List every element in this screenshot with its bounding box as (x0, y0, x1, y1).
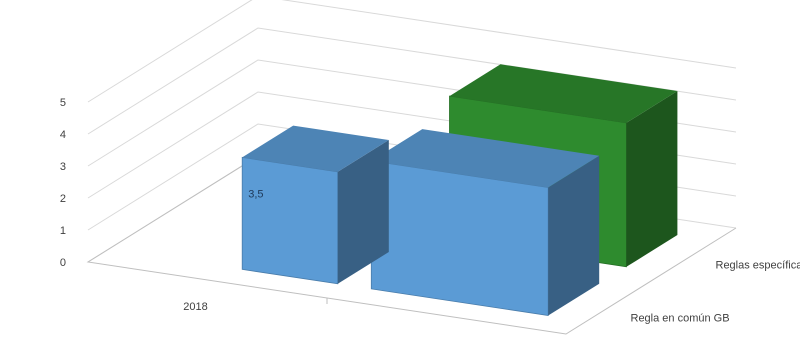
bar-data-label: 3,5 (248, 188, 263, 200)
bar-front-face (241, 156, 339, 285)
bar-front-face (370, 160, 549, 316)
y-tick-label: 5 (60, 97, 66, 109)
y-tick-label: 1 (60, 225, 66, 237)
gridline (87, 0, 737, 103)
y-tick-label: 0 (60, 257, 66, 269)
y-tick-label: 2 (60, 193, 66, 205)
bar-top-face (242, 125, 389, 172)
y-tick-label: 3 (60, 161, 66, 173)
bar-top-face (449, 64, 678, 123)
x-axis-categories: 20182019 (183, 301, 207, 313)
y-tick-label: 4 (60, 129, 66, 141)
bar: 4 (370, 129, 600, 316)
series-label: Reglas específicas GB (716, 260, 800, 272)
series-axis-labels: Regla en común GB Reglas específicas GB (631, 260, 800, 325)
bar-side-face (337, 140, 389, 284)
y-axis-ticks: 0 1 2 3 4 5 (60, 97, 66, 269)
series-label: Regla en común GB (631, 313, 730, 325)
bar-top-face (371, 129, 600, 188)
bar-side-face (548, 155, 600, 316)
axes (86, 155, 737, 335)
bar: 3,5 (241, 125, 389, 285)
bars: 4,543,5 (241, 64, 678, 316)
bar-side-face (626, 91, 678, 267)
category-label: 2018 (183, 301, 207, 313)
